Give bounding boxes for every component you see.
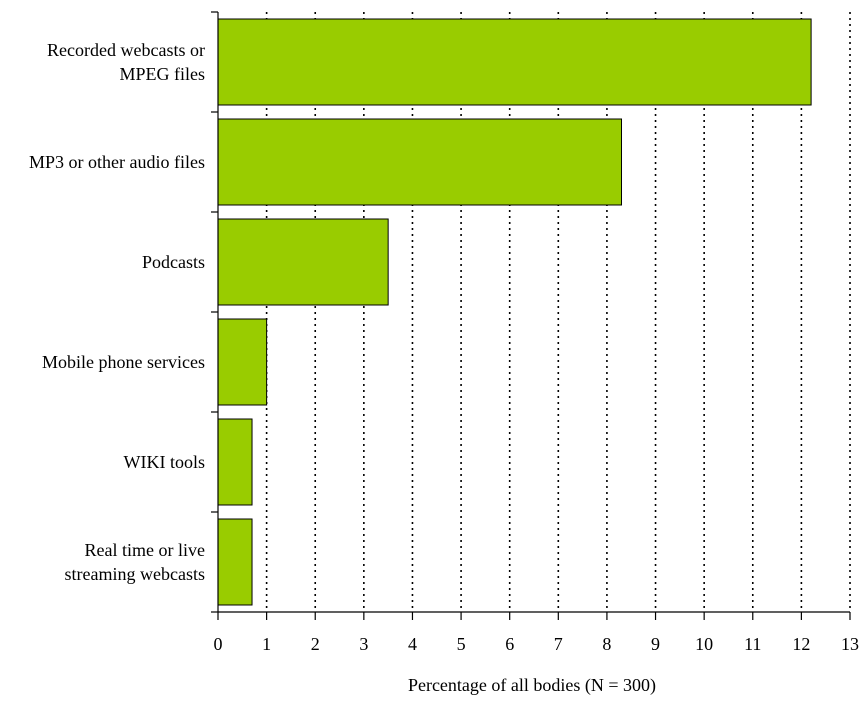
- x-tick-label-0: 0: [214, 634, 223, 654]
- category-label-2: Podcasts: [142, 252, 205, 272]
- category-label-5: Real time or live streaming webcasts: [65, 540, 205, 584]
- category-label-4: WIKI tools: [124, 452, 205, 472]
- x-tick-label-3: 3: [359, 634, 368, 654]
- x-tick-label-13: 13: [841, 634, 859, 654]
- x-tick-label-6: 6: [505, 634, 514, 654]
- x-tick-label-1: 1: [262, 634, 271, 654]
- category-label-line: streaming webcasts: [65, 564, 205, 584]
- category-label-line: Mobile phone services: [42, 352, 205, 372]
- x-tick-label-11: 11: [744, 634, 761, 654]
- x-axis-title: Percentage of all bodies (N = 300): [408, 675, 656, 696]
- category-label-line: Podcasts: [142, 252, 205, 272]
- x-tick-label-10: 10: [695, 634, 713, 654]
- bars: [218, 19, 811, 605]
- bar-4: [218, 419, 252, 505]
- x-tick-label-9: 9: [651, 634, 660, 654]
- bar-5: [218, 519, 252, 605]
- category-label-0: Recorded webcasts or MPEG files: [47, 40, 205, 84]
- category-label-3: Mobile phone services: [42, 352, 205, 372]
- category-labels: Recorded webcasts or MPEG files MP3 or oth…: [29, 40, 205, 584]
- x-tick-label-12: 12: [792, 634, 810, 654]
- category-label-line: MP3 or other audio files: [29, 152, 205, 172]
- x-tick-label-5: 5: [457, 634, 466, 654]
- category-label-line: WIKI tools: [124, 452, 205, 472]
- category-label-1: MP3 or other audio files: [29, 152, 205, 172]
- bar-2: [218, 219, 388, 305]
- x-tick-label-7: 7: [554, 634, 563, 654]
- x-tick-label-8: 8: [602, 634, 611, 654]
- bar-0: [218, 19, 811, 105]
- bar-1: [218, 119, 622, 205]
- x-tick-label-2: 2: [311, 634, 320, 654]
- x-tick-label-4: 4: [408, 634, 417, 654]
- category-label-line: Real time or live: [85, 540, 205, 560]
- category-label-line: Recorded webcasts or: [47, 40, 205, 60]
- bar-3: [218, 319, 267, 405]
- category-label-line: MPEG files: [120, 64, 206, 84]
